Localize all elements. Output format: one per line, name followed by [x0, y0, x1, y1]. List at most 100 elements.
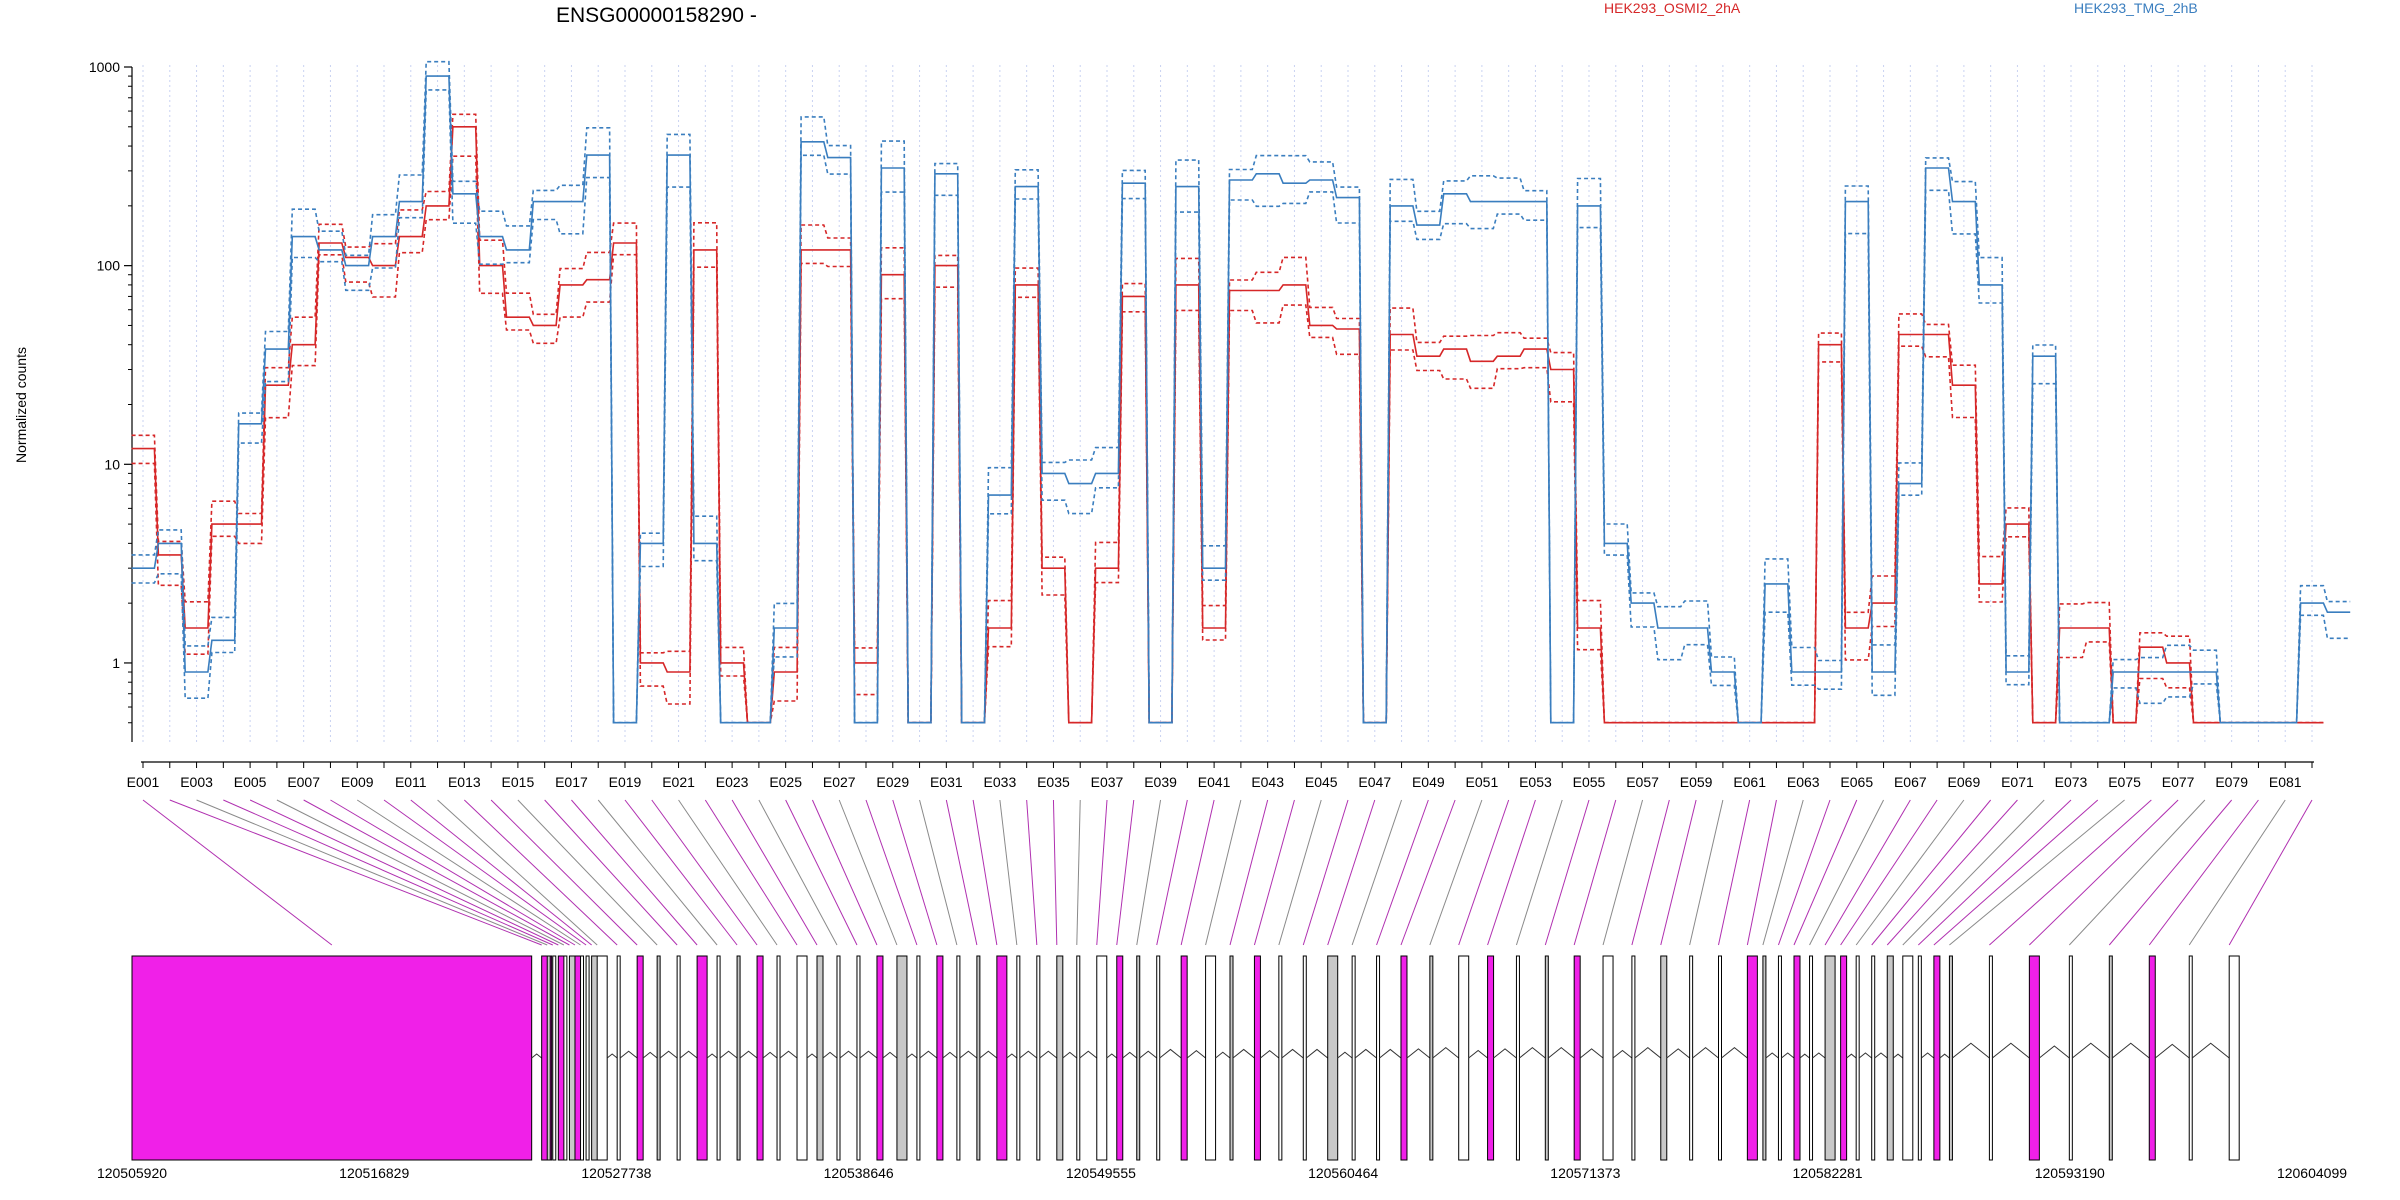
intron-line [1846, 1053, 1857, 1059]
exon-connector-line [1660, 799, 1697, 946]
exon-block [1855, 955, 1860, 1161]
intron-line [2191, 1042, 2230, 1059]
exon-connector-line [437, 799, 598, 946]
exon-block [896, 955, 908, 1161]
exon-block [676, 955, 681, 1161]
exon-block [996, 955, 1008, 1161]
x-tick-label: E075 [2108, 774, 2141, 790]
exon-connector-line [1400, 799, 1456, 946]
x-tick-label: E065 [1840, 774, 1873, 790]
x-tick-label: E073 [2055, 774, 2088, 790]
exon-block [546, 955, 551, 1161]
exon-block [1487, 955, 1495, 1161]
intron-line [1634, 1047, 1662, 1059]
exon-connector-line [1602, 799, 1644, 946]
x-axis: E001 E003 E005 E007 E009 E011 E013 E015 E017 E019… [127, 761, 2314, 790]
x-tick-label: E069 [1948, 774, 1981, 790]
x-tick-label: E027 [823, 774, 856, 790]
y-tick-label: 1000 [89, 59, 120, 75]
exon-connector-line [1840, 799, 1938, 946]
exon-connector-line [945, 799, 978, 946]
exon-connector-line [1515, 799, 1563, 946]
intron-line [719, 1050, 738, 1059]
exon-connector-line [2188, 799, 2286, 946]
intron-line [1666, 1048, 1690, 1059]
exon-connector-line [1180, 799, 1215, 946]
exon-block [2068, 955, 2073, 1161]
x-tick-label: E079 [2215, 774, 2248, 790]
exon-connectors [142, 799, 2313, 946]
intron-line [1215, 1051, 1231, 1059]
exon-connector-line [838, 799, 898, 946]
intron-line [1406, 1048, 1431, 1059]
exon-connector-line [544, 799, 678, 946]
exon-block [656, 955, 661, 1161]
exon-block [1933, 955, 1941, 1161]
exon-connector-line [1302, 799, 1349, 946]
exon-block [1917, 955, 1922, 1161]
exon-connector-line [1136, 799, 1162, 946]
x-tick-label: E011 [395, 774, 427, 790]
x-tick-label: E067 [1894, 774, 1927, 790]
intron-line [1337, 1051, 1353, 1059]
exon-block [580, 955, 585, 1161]
exon-block [1948, 955, 1953, 1161]
intron-line [1781, 1052, 1795, 1059]
exon-connector-line [1762, 799, 1804, 946]
intron-line [1260, 1049, 1280, 1059]
intron-line [1122, 1051, 1138, 1059]
exon-block [956, 955, 961, 1161]
series-lines [131, 60, 2351, 724]
exon-connector-line [490, 799, 638, 946]
exon-block [1515, 955, 1520, 1161]
exon-block [1278, 955, 1283, 1161]
exon-block [1573, 955, 1581, 1161]
intron-line [1547, 1047, 1575, 1059]
intron-line [1992, 1042, 2030, 1059]
intron-line [2072, 1042, 2110, 1059]
x-tick-label: E071 [2001, 774, 2034, 790]
x-tick-label: E015 [502, 774, 535, 790]
exon-block [936, 955, 944, 1161]
intron-line [1232, 1048, 1255, 1059]
exon-connector-line [1718, 799, 1751, 946]
x-tick-label: E055 [1573, 774, 1606, 790]
intron-line [1612, 1049, 1633, 1059]
intron-line [1079, 1050, 1098, 1059]
exon-block [596, 955, 608, 1161]
exon-block-large [131, 955, 533, 1161]
series-tmg-replicate [131, 60, 2351, 724]
exon-block [1689, 955, 1694, 1161]
y-tick-label: 1 [112, 655, 120, 671]
x-tick-label: E047 [1358, 774, 1391, 790]
exon-block [876, 955, 884, 1161]
x-tick-label: E013 [448, 774, 481, 790]
exon-block [1400, 955, 1408, 1161]
x-tick-label: E003 [180, 774, 213, 790]
exon-connector-line [2029, 799, 2179, 946]
exon-connector-line [1809, 799, 1885, 946]
exon-connector-line [624, 799, 738, 946]
exon-connector-line [1026, 799, 1038, 946]
exon-connector-line [1746, 799, 1777, 946]
intron-line [1139, 1050, 1158, 1059]
exon-connector-line [1689, 799, 1724, 946]
genomic-coordinate-label: 120593190 [2035, 1165, 2105, 1181]
exon-connector-line [678, 799, 778, 946]
x-tick-label: E045 [1305, 774, 1338, 790]
intron-line [619, 1050, 638, 1059]
exon-connector-line [1076, 799, 1081, 946]
exon-connector-line [972, 799, 998, 946]
x-tick-label: E043 [1251, 774, 1284, 790]
exon-block [2228, 955, 2240, 1161]
x-tick-label: E017 [555, 774, 588, 790]
exon-block [1036, 955, 1041, 1161]
exon-connector-line [1917, 799, 2072, 946]
x-tick-label: E025 [769, 774, 802, 790]
exon-block [1777, 955, 1782, 1161]
exon-connector-line [1229, 799, 1269, 946]
x-tick-label: E057 [1626, 774, 1659, 790]
intron-line [919, 1050, 938, 1059]
x-tick-label: E037 [1091, 774, 1124, 790]
intron-line [679, 1050, 698, 1059]
